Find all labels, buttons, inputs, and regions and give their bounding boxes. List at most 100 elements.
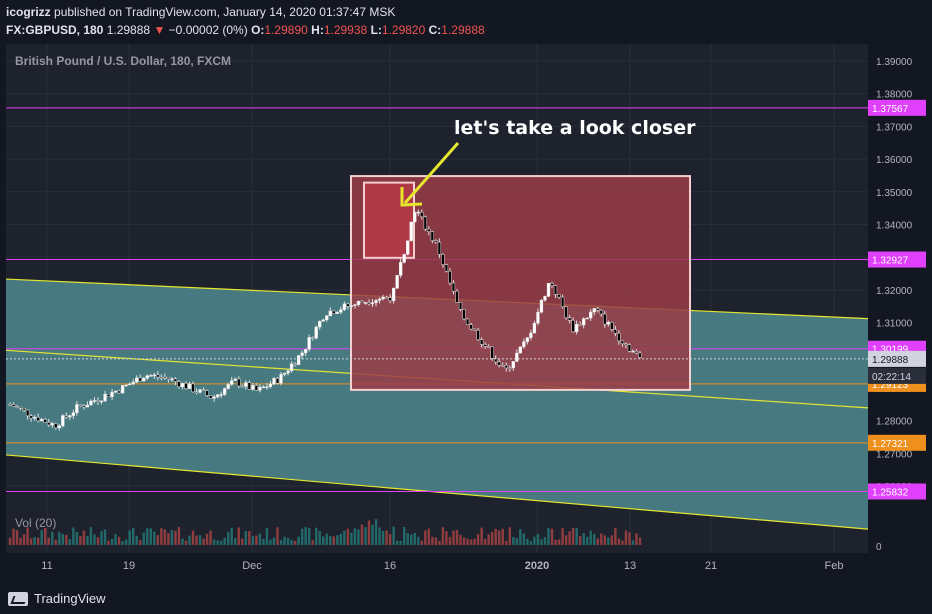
volume-bar <box>54 539 57 545</box>
volume-bar <box>624 530 628 545</box>
candle-body <box>226 384 230 389</box>
candle-body <box>413 212 417 223</box>
volume-bar <box>184 540 188 545</box>
candle-body <box>261 386 266 389</box>
candle-body <box>50 423 54 426</box>
volume-bar <box>61 534 64 545</box>
volume-bar <box>146 528 149 545</box>
volume-bar <box>205 533 209 545</box>
author-name[interactable]: icogrizz <box>6 5 51 19</box>
volume-bar <box>258 533 262 545</box>
volume-bar <box>117 536 121 545</box>
candle-body <box>494 358 498 363</box>
candle-body <box>71 412 76 416</box>
candle-body <box>18 406 23 409</box>
time-axis-labels: 11 19 Dec 16 2020 13 21 Feb <box>41 560 843 572</box>
volume-bar <box>512 537 515 545</box>
candle-body <box>420 211 424 218</box>
annotation-text[interactable]: let's take a look closer <box>454 117 696 139</box>
volume-bar <box>526 538 529 545</box>
volume-bar <box>410 534 413 545</box>
candle-body <box>247 382 251 390</box>
volume-bar <box>269 539 272 545</box>
candle-body <box>75 404 79 413</box>
candle-body <box>36 417 40 422</box>
price-tag <box>868 434 926 451</box>
volume-bar <box>536 533 540 545</box>
candle-body <box>68 415 72 418</box>
volume-bar <box>223 537 226 545</box>
price-chart[interactable]: British Pound / U.S. Dollar, 180, FXCM V… <box>0 0 932 583</box>
candle-body <box>406 240 410 255</box>
price-tag-label: 1.37567 <box>872 104 909 115</box>
volume-bar <box>350 532 353 545</box>
volume-bar <box>381 530 385 545</box>
close-value: 1.29888 <box>441 23 485 37</box>
candle-body <box>311 337 315 339</box>
volume-bar <box>160 528 163 545</box>
tradingview-logo[interactable]: TradingView <box>8 591 106 606</box>
candle-body <box>487 346 491 348</box>
volume-bar <box>181 538 184 545</box>
volume-bar <box>494 528 497 545</box>
volume-bar <box>110 538 114 545</box>
volume-bar <box>107 540 110 545</box>
volume-bar <box>445 531 448 545</box>
candle-body <box>377 298 382 301</box>
volume-bar <box>47 537 50 545</box>
candle-body <box>430 231 434 241</box>
candle-body <box>381 296 385 300</box>
candle-body <box>233 378 237 381</box>
volume-bar <box>244 531 248 545</box>
volume-bar <box>586 536 589 545</box>
candle-body <box>451 282 456 292</box>
price-tick-label: 1.39000 <box>876 57 913 68</box>
volume-bar <box>540 539 543 545</box>
candle-body <box>617 333 621 342</box>
volume-bar <box>515 538 519 545</box>
candle-body <box>367 302 371 305</box>
candle-body <box>627 344 632 352</box>
candle-body <box>85 404 90 408</box>
candle-body <box>353 304 357 306</box>
candle-body <box>596 308 600 311</box>
tradingview-icon <box>8 591 28 606</box>
candle-body <box>402 254 406 263</box>
candle-body <box>198 389 202 393</box>
price-tick-label: 1.31000 <box>876 319 913 330</box>
candle-body <box>613 329 618 334</box>
candle-body <box>321 319 325 322</box>
volume-bar <box>89 527 93 545</box>
candle-body <box>92 400 97 402</box>
volume-bar <box>26 527 29 545</box>
candle-body <box>603 313 607 325</box>
candle-body <box>360 300 364 304</box>
price-axis[interactable] <box>868 44 932 553</box>
volume-bar <box>276 527 279 545</box>
volume-bar <box>543 537 547 545</box>
annotation-arrow[interactable] <box>400 142 460 207</box>
volume-bar <box>505 540 508 545</box>
volume-bar <box>332 536 335 545</box>
volume-bar <box>343 530 346 545</box>
volume-bar <box>346 528 350 545</box>
candle-body <box>282 372 287 375</box>
volume-bar <box>402 527 406 545</box>
volume-bar <box>582 533 585 545</box>
volume-bar <box>227 532 230 545</box>
candle-body <box>106 393 111 397</box>
time-axis[interactable] <box>0 553 932 583</box>
price-tick-label: 1.37000 <box>876 122 913 133</box>
candle-body <box>293 363 297 366</box>
volume-bar <box>202 538 205 545</box>
candle-body <box>578 324 582 326</box>
volume-bar <box>29 538 33 545</box>
candle-body <box>145 375 149 379</box>
candle-body <box>240 385 244 388</box>
candle-body <box>416 211 420 214</box>
low-label: L: <box>370 23 382 37</box>
volume-bar <box>476 533 480 545</box>
candle-body <box>184 383 188 389</box>
volume-bar <box>272 537 276 545</box>
price-tick-label: 1.32000 <box>876 286 913 297</box>
